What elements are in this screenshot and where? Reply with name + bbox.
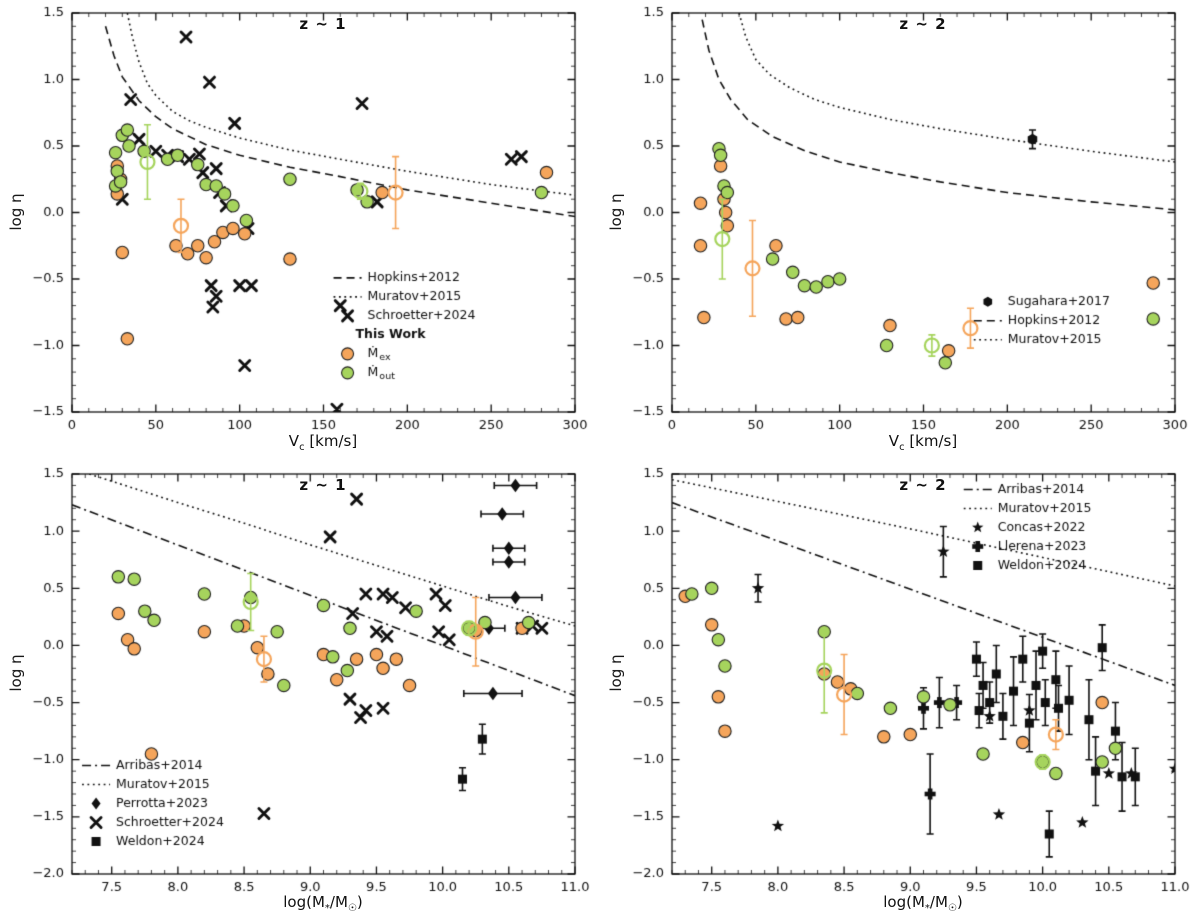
x-label-star-sub: *: [324, 903, 330, 914]
x-axis-label: log(M*/M☉): [883, 893, 963, 914]
x-label-units: [km/s]: [304, 432, 358, 450]
x-axis-label: Vc [km/s]: [889, 432, 957, 453]
panel-title: z ~ 1: [299, 15, 347, 33]
x-label-main: V: [888, 432, 900, 450]
x-label-sun-sub: ☉: [947, 903, 957, 914]
panel-title: z ~ 2: [899, 476, 947, 494]
scatter-plot-z1-mstar: [0, 461, 600, 923]
x-label-pre: log(M: [283, 893, 325, 911]
x-label-star-sub: *: [924, 903, 930, 914]
x-label-post: ): [956, 893, 963, 911]
y-axis-label: log η: [607, 654, 625, 692]
y-axis-label: log η: [7, 193, 25, 231]
panel-title: z ~ 2: [899, 15, 947, 33]
y-axis-label: log η: [7, 654, 25, 692]
panel-z2-vc: z ~ 2 log η Vc [km/s]: [600, 0, 1200, 461]
scatter-plot-z2-mstar: [600, 461, 1200, 923]
scatter-plot-z2-vc: [600, 0, 1200, 461]
x-label-sub: c: [899, 442, 905, 453]
x-axis-label: log(M*/M☉): [283, 893, 363, 914]
x-label-mid: /M: [329, 893, 348, 911]
y-axis-label: log η: [607, 193, 625, 231]
x-label-units: [km/s]: [904, 432, 958, 450]
scatter-plot-z1-vc: [0, 0, 600, 461]
x-label-post: ): [356, 893, 363, 911]
x-axis-label: Vc [km/s]: [289, 432, 357, 453]
panel-z2-mstar: z ~ 2 log η log(M*/M☉): [600, 461, 1200, 923]
x-label-sun-sub: ☉: [347, 903, 357, 914]
x-label-pre: log(M: [883, 893, 925, 911]
x-label-sub: c: [299, 442, 305, 453]
x-label-main: V: [288, 432, 300, 450]
panel-z1-mstar: z ~ 1 log η log(M*/M☉): [0, 461, 600, 923]
panel-title: z ~ 1: [299, 476, 347, 494]
panel-z1-vc: z ~ 1 log η Vc [km/s]: [0, 0, 600, 461]
x-label-mid: /M: [929, 893, 948, 911]
